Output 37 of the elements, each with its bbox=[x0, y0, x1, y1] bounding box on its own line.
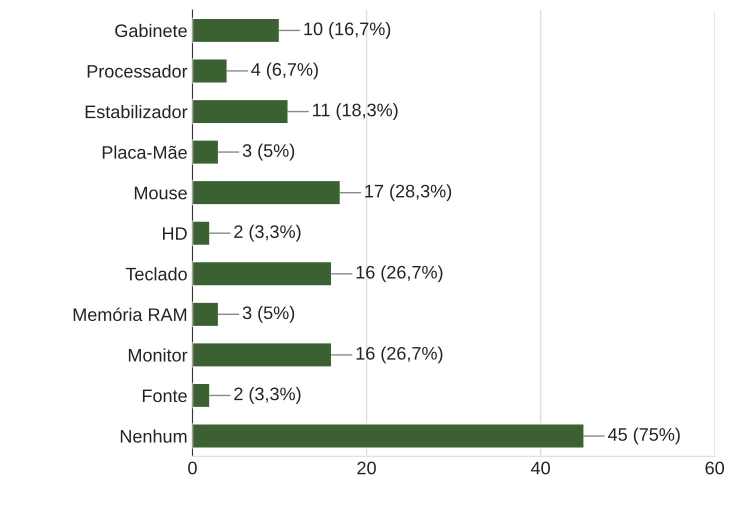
bar bbox=[192, 342, 332, 368]
y-tick-label: Monitor bbox=[128, 348, 188, 362]
x-tick-label: 60 bbox=[706, 462, 724, 474]
data-label: 10 (16,7%) bbox=[304, 22, 390, 39]
bar bbox=[192, 220, 211, 246]
x-tick-label: 40 bbox=[530, 462, 550, 474]
bar bbox=[192, 423, 585, 449]
data-label: 3 (5%) bbox=[242, 144, 294, 161]
y-tick-label: Gabinete bbox=[115, 24, 187, 38]
y-tick-label: Nenhum bbox=[120, 429, 186, 443]
bar bbox=[192, 301, 220, 328]
bar bbox=[192, 139, 220, 165]
data-label: 17 (28,3%) bbox=[365, 184, 452, 202]
y-tick-label: Mouse bbox=[134, 186, 187, 200]
data-label: 11 (18,3%) bbox=[313, 103, 398, 120]
y-tick-label: Placa-Mãe bbox=[102, 146, 187, 159]
x-tick-label: 0 bbox=[188, 462, 197, 474]
data-label: 3 (5%) bbox=[242, 306, 294, 323]
data-label: 16 (26,7%) bbox=[356, 265, 442, 282]
bar bbox=[192, 58, 228, 84]
data-label: 4 (6,7%) bbox=[251, 62, 318, 80]
data-label: 2 (3,3%) bbox=[234, 387, 300, 404]
x-tick-label: 20 bbox=[357, 462, 376, 474]
y-tick-label: HD bbox=[163, 227, 187, 240]
y-tick-label: Fonte bbox=[142, 390, 187, 402]
y-tick-label: Teclado bbox=[126, 267, 187, 280]
y-tick-label: Estabilizador bbox=[86, 105, 188, 118]
y-tick-label: Memória RAM bbox=[74, 308, 186, 322]
y-tick-label: Processador bbox=[88, 64, 188, 78]
bar bbox=[192, 180, 342, 206]
data-label: 45 (75%) bbox=[608, 428, 680, 444]
data-label: 16 (26,7%) bbox=[356, 346, 442, 364]
bar bbox=[192, 18, 280, 44]
data-label: 2 (3,3%) bbox=[234, 224, 300, 242]
bar bbox=[192, 98, 289, 124]
bar bbox=[192, 260, 332, 287]
bar bbox=[192, 382, 211, 408]
